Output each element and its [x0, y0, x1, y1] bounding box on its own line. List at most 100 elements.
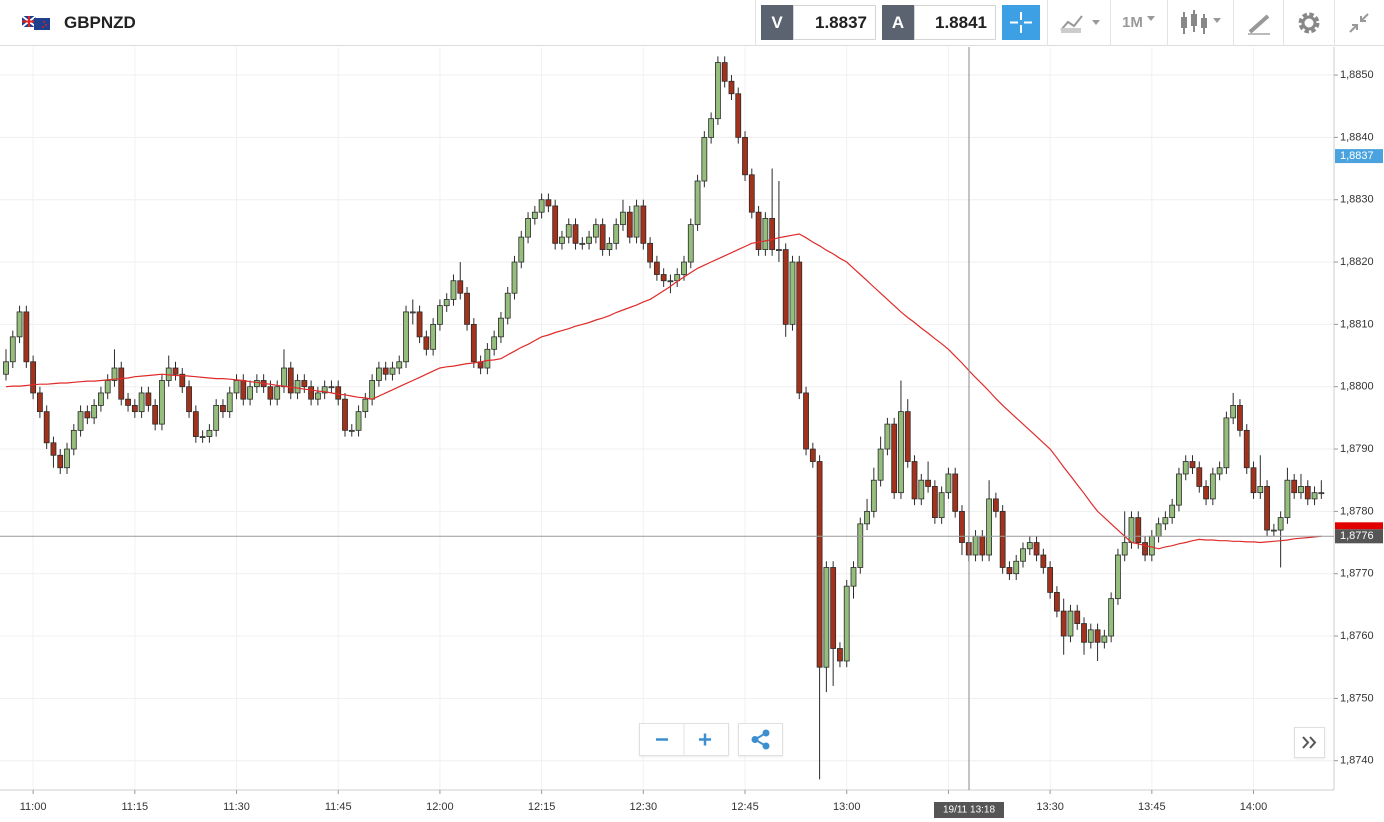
- y-tick-label: 1,8800: [1340, 381, 1374, 393]
- candle-body: [23, 311, 30, 363]
- candle-body: [1318, 492, 1325, 495]
- candle-type-button[interactable]: [1178, 8, 1226, 38]
- last-price-tag: [1335, 529, 1383, 544]
- candle-body: [525, 218, 531, 238]
- candle-body: [498, 317, 504, 338]
- y-tick-label: 1,8750: [1340, 692, 1374, 704]
- candle-body: [1033, 542, 1040, 556]
- candle-body: [443, 299, 450, 307]
- candle-body: [1162, 517, 1169, 525]
- candle-body: [64, 448, 70, 469]
- ask-price[interactable]: 1.8841: [914, 5, 996, 40]
- candle-body: [687, 224, 694, 263]
- candle-body: [355, 411, 362, 431]
- crosshair-label: 19/11 13:18: [943, 805, 996, 816]
- candle-body: [91, 405, 98, 419]
- candle-body: [511, 261, 518, 294]
- candle-body: [681, 261, 687, 275]
- candle-body: [918, 479, 925, 500]
- settings-button[interactable]: [1296, 10, 1322, 36]
- candle-body: [342, 398, 348, 431]
- candle-body: [999, 510, 1006, 568]
- candle-body: [30, 361, 37, 394]
- separator: [755, 0, 756, 46]
- candle-body: [721, 62, 728, 82]
- y-tick-label: 1,8780: [1340, 505, 1374, 517]
- candle-body: [9, 336, 16, 363]
- candle-body: [1223, 417, 1230, 469]
- candle-body: [1067, 610, 1074, 637]
- candle-body: [925, 479, 931, 487]
- candle-body: [1230, 405, 1237, 419]
- x-tick-label: 14:00: [1240, 801, 1268, 813]
- candle-body: [1264, 486, 1270, 531]
- x-tick-label: 13:00: [833, 801, 861, 813]
- chart-type-button[interactable]: [1058, 10, 1104, 36]
- separator: [1167, 0, 1168, 46]
- y-tick-label: 1,8740: [1340, 755, 1374, 767]
- candle-body: [1209, 473, 1216, 500]
- candle-body: [1284, 479, 1291, 519]
- candle-body: [504, 292, 511, 319]
- candle-body: [138, 392, 145, 413]
- candle-body: [1101, 635, 1108, 643]
- candle-body: [843, 585, 850, 662]
- candle-body: [816, 461, 823, 668]
- candle-body: [118, 367, 125, 400]
- candle-body: [823, 567, 830, 668]
- candle-body: [1182, 461, 1189, 475]
- candle-body: [1216, 467, 1223, 475]
- candle-body: [1135, 517, 1142, 543]
- candle-body: [457, 280, 464, 294]
- separator: [1283, 0, 1284, 46]
- collapse-button[interactable]: [1346, 10, 1372, 36]
- candle-body: [796, 261, 803, 394]
- candle-body: [870, 479, 877, 512]
- y-tick-label: 1,8760: [1340, 630, 1374, 642]
- separator: [1047, 0, 1048, 46]
- timeframe[interactable]: 1M: [1122, 14, 1143, 31]
- candle-body: [274, 386, 281, 400]
- candle-body: [37, 392, 43, 413]
- bid-price[interactable]: 1.8837: [793, 5, 876, 40]
- y-tick-label: 1,8770: [1340, 568, 1374, 580]
- candle-body: [1277, 517, 1284, 531]
- zoom-controls: [639, 723, 729, 756]
- candle-body: [192, 411, 199, 437]
- share-button[interactable]: [738, 723, 783, 756]
- separator: [1110, 0, 1111, 46]
- toolbar: GBPNZD V 1.8837 A 1.8841 1M: [0, 0, 1384, 46]
- candle-body: [1108, 598, 1115, 637]
- flag-icon: [22, 15, 50, 30]
- last-price-flag: [1335, 522, 1383, 530]
- draw-button[interactable]: [1246, 10, 1274, 36]
- ask-label[interactable]: A: [882, 5, 914, 40]
- candle-body: [1013, 560, 1020, 575]
- candle-body: [762, 218, 769, 250]
- crosshair-button[interactable]: [1002, 5, 1040, 40]
- candle-body: [620, 211, 626, 226]
- bid-label[interactable]: V: [761, 5, 793, 40]
- candle-body: [599, 224, 606, 250]
- scroll-end-button[interactable]: [1294, 727, 1325, 758]
- x-tick-label: 12:45: [731, 801, 759, 813]
- y-tick-label: 1,8840: [1340, 131, 1374, 143]
- candle-body: [416, 311, 423, 338]
- candle-body: [226, 392, 233, 413]
- candle-body: [199, 436, 206, 438]
- candle-body: [253, 380, 260, 388]
- candle-body: [911, 461, 918, 500]
- candle-body: [782, 249, 789, 325]
- candle-body: [1155, 523, 1162, 537]
- candle-body: [979, 535, 986, 556]
- x-tick-label: 11:00: [20, 801, 47, 813]
- candle-body: [104, 380, 111, 394]
- candle-body: [708, 118, 715, 138]
- candle-body: [857, 523, 864, 568]
- y-tick-label: 1,8810: [1340, 318, 1374, 330]
- candle-body: [769, 218, 776, 250]
- candle-body: [1094, 629, 1101, 643]
- candle-body: [430, 323, 437, 350]
- last-price-label: 1,8776: [1340, 530, 1374, 542]
- candle-body: [206, 429, 213, 437]
